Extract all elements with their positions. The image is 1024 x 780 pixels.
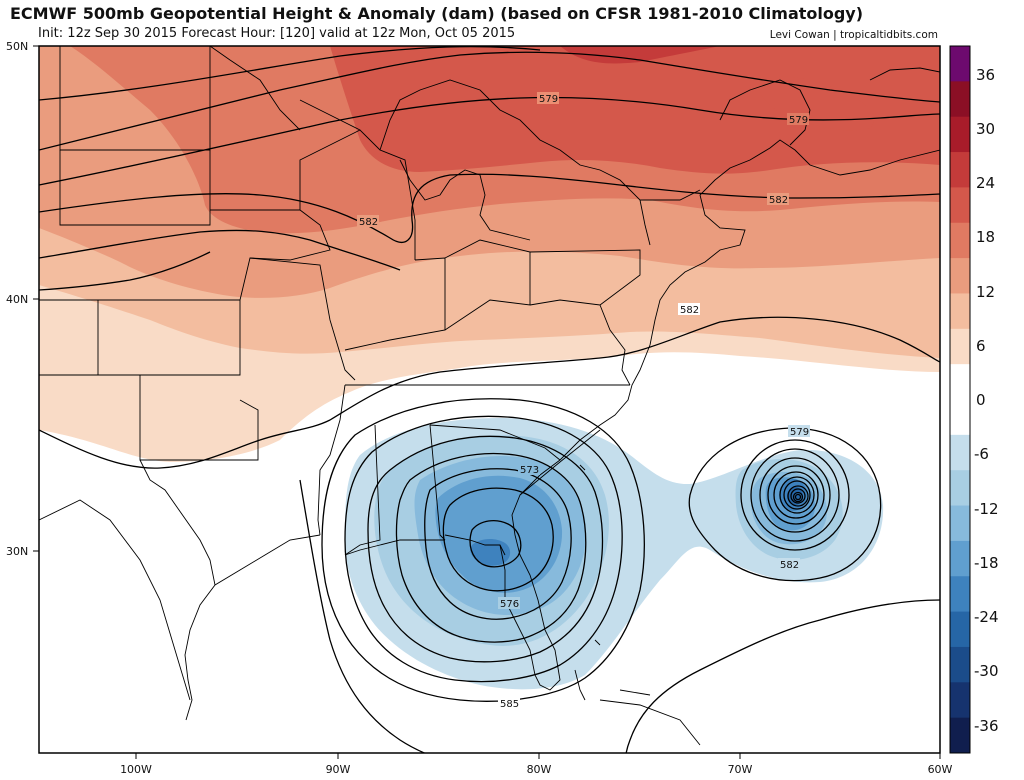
chart-title: ECMWF 500mb Geopotential Height & Anomal…	[10, 4, 864, 23]
colorbar-label: -6	[974, 445, 989, 463]
colorbar-label: -36	[974, 717, 999, 735]
colorbar-swatch	[950, 222, 970, 259]
colorbar-swatch	[950, 152, 970, 188]
contour-label: 585	[500, 699, 519, 710]
axis-ticks	[33, 45, 941, 759]
colorbar-swatch	[950, 258, 970, 294]
chart-subtitle: Init: 12z Sep 30 2015 Forecast Hour: [12…	[38, 26, 516, 41]
colorbar-swatch	[950, 364, 970, 400]
colorbar-swatch	[950, 434, 970, 471]
credit-text: Levi Cowan | tropicaltidbits.com	[769, 29, 938, 41]
lat-label-50n: 50N	[6, 40, 28, 53]
colorbar-swatch	[950, 187, 970, 224]
contour-label: 573	[520, 465, 539, 476]
colorbar-label: 24	[976, 174, 995, 192]
colorbar-swatch	[950, 399, 970, 436]
contour-label: 582	[359, 217, 378, 228]
coastlines-and-borders	[39, 46, 940, 746]
colorbar-frame	[949, 45, 971, 754]
colorbar-swatch	[950, 81, 970, 118]
contour-label: 582	[769, 195, 788, 206]
colorbar-swatch	[950, 717, 970, 754]
colorbar-label: -18	[974, 554, 999, 572]
lat-label-40n: 40N	[6, 293, 28, 306]
colorbar-swatch	[950, 293, 970, 330]
positive-anomaly-shading	[39, 46, 940, 462]
colorbar-swatch	[950, 470, 970, 507]
colorbar-swatch	[950, 576, 970, 613]
latitude-labels: 50N 40N 30N	[6, 40, 28, 558]
colorbar-label: 6	[976, 337, 986, 355]
colorbar-swatch	[950, 46, 970, 82]
map-frame	[38, 45, 941, 754]
lon-label-90w: 90W	[326, 763, 351, 776]
colorbar-label: 12	[976, 283, 995, 301]
colorbar-label: -12	[974, 500, 999, 518]
contour-label: 579	[539, 94, 558, 105]
colorbar-swatch	[950, 328, 970, 365]
colorbar-label: 0	[976, 391, 986, 409]
colorbar-swatch	[950, 116, 970, 153]
contour-label: 582	[780, 560, 799, 571]
map-area: 579 579 582 582 582 573 576 585 579 582	[39, 46, 940, 753]
colorbar-swatch	[950, 611, 970, 648]
colorbar	[949, 45, 971, 754]
lat-label-30n: 30N	[6, 545, 28, 558]
lon-label-60w: 60W	[928, 763, 953, 776]
lon-label-100w: 100W	[120, 763, 152, 776]
colorbar-labels: 36 30 24 18 12 6 0 -6 -12 -18 -24 -30 -3…	[974, 66, 999, 735]
contour-labels: 579 579 582 582 582 573 576 585 579 582	[357, 92, 810, 710]
colorbar-label: -24	[974, 608, 999, 626]
lon-label-80w: 80W	[527, 763, 552, 776]
colorbar-label: 18	[976, 228, 995, 246]
colorbar-label: 36	[976, 66, 995, 84]
colorbar-swatch	[950, 646, 970, 683]
contour-label: 579	[790, 427, 809, 438]
lon-label-70w: 70W	[728, 763, 753, 776]
negative-anomaly-shading	[345, 418, 884, 690]
contour-label: 576	[500, 599, 519, 610]
contour-label: 579	[789, 115, 808, 126]
colorbar-label: 30	[976, 120, 995, 138]
longitude-labels: 100W 90W 80W 70W 60W	[120, 763, 952, 776]
colorbar-swatch	[950, 540, 970, 577]
colorbar-label: -30	[974, 662, 999, 680]
contour-label: 582	[680, 305, 699, 316]
colorbar-swatch	[950, 505, 970, 542]
colorbar-swatch	[950, 682, 970, 719]
